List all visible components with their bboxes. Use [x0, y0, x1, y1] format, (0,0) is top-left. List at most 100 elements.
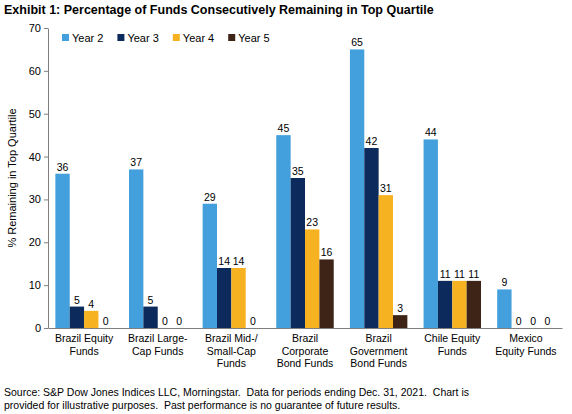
bar [70, 307, 84, 328]
y-tick-label: 50 [29, 108, 41, 120]
y-axis-title: % Remaining in Top Quartile [6, 108, 18, 247]
bar [452, 281, 466, 328]
y-tick: 40 [29, 151, 48, 163]
bars [55, 49, 511, 328]
x-tick-label: MexicoEquity Funds [495, 332, 556, 356]
x-tick: Chile EquityFunds [424, 328, 481, 357]
bar [526, 328, 540, 329]
legend-label: Year 2 [72, 32, 103, 44]
bar [55, 174, 69, 328]
y-tick-mark [44, 71, 48, 72]
legend-label: Year 5 [238, 32, 269, 44]
bar [203, 204, 217, 328]
x-tick: Brazil Mid-/Small-CapFunds [205, 328, 258, 369]
y-tick-mark [44, 114, 48, 115]
y-axis-line [48, 29, 49, 329]
x-tick-label: Brazil Mid-/Small-CapFunds [205, 332, 258, 368]
bar [438, 281, 452, 328]
y-tick: 10 [29, 279, 48, 291]
y-tick-mark [44, 199, 48, 200]
chart: Exhibit 1: Percentage of Funds Consecuti… [0, 0, 572, 414]
bar [246, 328, 260, 329]
bar [424, 139, 438, 328]
data-label: 42 [366, 135, 378, 147]
data-label: 37 [130, 156, 142, 168]
x-tick: MexicoEquity Funds [495, 328, 556, 357]
bar [467, 281, 481, 328]
y-tick: 70 [29, 22, 48, 34]
data-label: 45 [278, 122, 290, 134]
data-label: 16 [321, 246, 333, 258]
data-label: 0 [545, 315, 551, 327]
y-axis: 0 10 20 30 40 50 60 70 [29, 22, 49, 334]
data-label: 4 [88, 298, 94, 310]
x-axis: Brazil EquityFundsBrazil Large-Cap Funds… [49, 328, 563, 369]
legend-label: Year 3 [127, 32, 158, 44]
legend-swatch [62, 34, 69, 41]
data-label: 3 [397, 302, 403, 314]
bar [158, 328, 172, 329]
legend-swatch [173, 34, 180, 41]
x-axis-line [49, 328, 563, 329]
bar [379, 195, 393, 328]
bar [364, 148, 378, 328]
data-label: 35 [292, 165, 304, 177]
bar [84, 311, 98, 328]
data-label: 11 [468, 268, 479, 280]
bar [540, 328, 554, 329]
bar [319, 259, 333, 328]
legend-label: Year 4 [183, 32, 214, 44]
data-label: 0 [176, 315, 182, 327]
x-tick: Brazil EquityFunds [55, 328, 114, 357]
data-label: 36 [57, 161, 69, 173]
x-tick-label: Brazil EquityFunds [55, 332, 114, 356]
bar [98, 328, 112, 329]
x-tick-label: BrazilCorporateBond Funds [277, 332, 334, 368]
y-tick: 0 [35, 322, 48, 334]
data-label: 5 [148, 294, 154, 306]
y-tick-mark [44, 242, 48, 243]
data-label: 0 [530, 315, 536, 327]
legend-item: Year 2 [62, 32, 103, 44]
data-label: 0 [103, 315, 109, 327]
source-note: Source: S&P Dow Jones Indices LLC, Morni… [4, 386, 469, 411]
data-label: 0 [162, 315, 168, 327]
bar [231, 268, 245, 328]
bar [172, 328, 186, 329]
data-label: 11 [440, 268, 451, 280]
y-tick: 20 [29, 236, 48, 248]
y-tick-mark [44, 157, 48, 158]
bar [143, 307, 157, 328]
plot: 3637294565449551435421104014233111000016… [29, 22, 563, 369]
bar [497, 289, 511, 328]
legend-swatch [117, 34, 124, 41]
legend-item: Year 5 [228, 32, 269, 44]
bar [217, 268, 231, 328]
bar [291, 178, 305, 328]
title: Exhibit 1: Percentage of Funds Consecuti… [4, 3, 434, 17]
x-tick: BrazilGovernmentBond Funds [350, 328, 408, 369]
y-tick-mark [44, 285, 48, 286]
y-tick-label: 30 [29, 193, 41, 205]
data-label: 31 [380, 182, 392, 194]
legend-item: Year 4 [173, 32, 214, 44]
data-label: 0 [250, 315, 256, 327]
legend: Year 2 Year 3 Year 4 Year 5 [62, 32, 270, 44]
data-label: 23 [306, 216, 318, 228]
data-label: 29 [204, 191, 216, 203]
y-tick-label: 70 [29, 22, 41, 34]
data-label: 14 [218, 255, 230, 267]
bar [350, 49, 364, 328]
y-tick: 60 [29, 65, 48, 77]
y-tick-label: 10 [29, 279, 41, 291]
bar [276, 135, 290, 328]
data-label: 44 [425, 126, 437, 138]
data-label: 11 [454, 268, 465, 280]
x-tick-label: Chile EquityFunds [424, 332, 481, 356]
bar [129, 169, 143, 328]
x-tick-label: BrazilGovernmentBond Funds [350, 332, 408, 368]
bar [393, 315, 407, 328]
x-tick: BrazilCorporateBond Funds [277, 328, 334, 369]
y-tick-mark [44, 328, 48, 329]
data-label: 5 [74, 294, 80, 306]
